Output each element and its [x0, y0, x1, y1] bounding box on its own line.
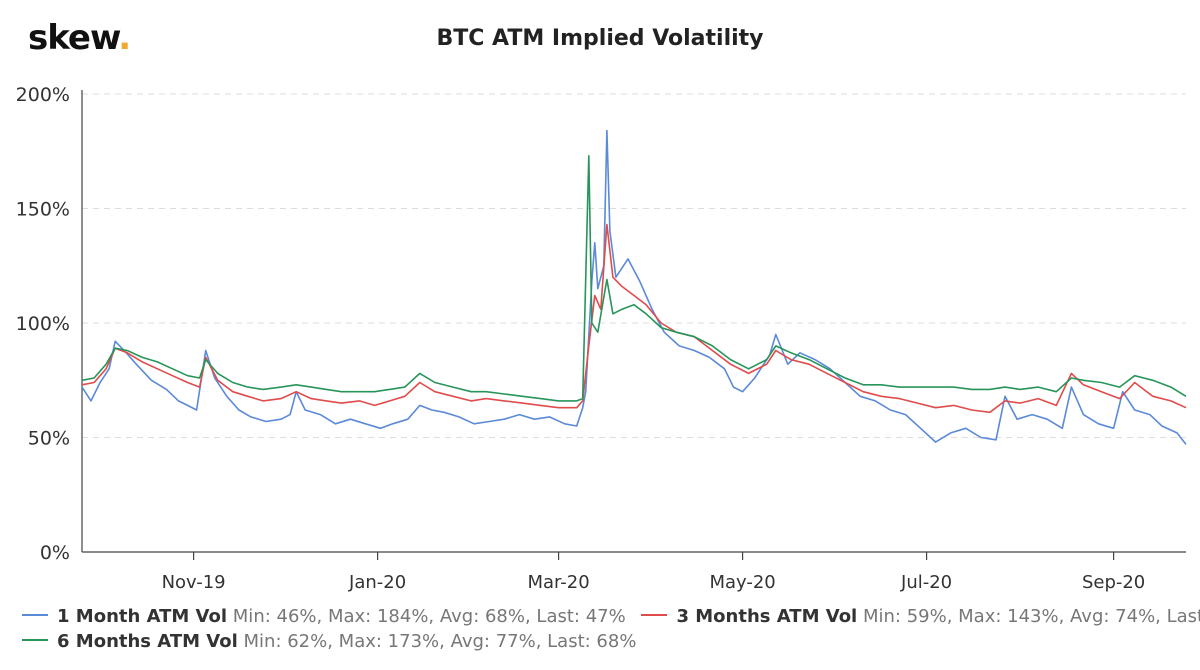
- x-tick-label: Nov-19: [162, 572, 226, 593]
- chart-title: BTC ATM Implied Volatility: [436, 26, 764, 51]
- legend-row-2[interactable]: 6 Months ATM Vol Min: 62%, Max: 173%, Av…: [22, 631, 646, 652]
- y-axis: 0% 50% 100% 150% 200%: [16, 84, 83, 564]
- y-tick-label: 100%: [16, 313, 70, 335]
- x-tick-label: Jan-20: [348, 572, 406, 593]
- legend-name-1m: 1 Month ATM Vol: [57, 606, 228, 627]
- legend-item-3m[interactable]: 3 Months ATM Vol Min: 59%, Max: 143%, Av…: [641, 606, 1200, 627]
- y-tick-label: 200%: [16, 84, 70, 106]
- series-lines: [81, 129, 1187, 445]
- legend-stats-3m: Min: 59%, Max: 143%, Avg: 74%, Last: 63%: [862, 606, 1200, 627]
- legend-item-1m[interactable]: 1 Month ATM Vol Min: 46%, Max: 184%, Avg…: [22, 606, 626, 627]
- legend-name-6m: 6 Months ATM Vol: [57, 631, 238, 652]
- y-tick-label: 150%: [16, 199, 70, 221]
- legend-swatch-1m: [22, 614, 48, 616]
- x-tick-label: Mar-20: [527, 572, 589, 593]
- legend-item-6m[interactable]: 6 Months ATM Vol Min: 62%, Max: 173%, Av…: [22, 631, 636, 652]
- legend-swatch-6m: [22, 639, 48, 641]
- series-line-3m: [81, 223, 1187, 414]
- y-tick-label: 0%: [40, 542, 70, 564]
- y-tick-label: 50%: [28, 428, 70, 450]
- legend-swatch-3m: [641, 614, 668, 616]
- gridlines: [82, 93, 1186, 438]
- series-line-6m: [81, 155, 1187, 402]
- chart-svg: 0% 50% 100% 150% 200% Nov-19 Jan-20 Mar-20 May-…: [16, 84, 1187, 593]
- legend-stats-1m: Min: 46%, Max: 184%, Avg: 68%, Last: 47%: [232, 606, 626, 627]
- x-tick-label: Jul-20: [900, 572, 952, 593]
- legend-name-3m: 3 Months ATM Vol: [676, 606, 858, 627]
- logo-text: skew: [28, 18, 119, 58]
- x-axis: Nov-19 Jan-20 Mar-20 May-20 Jul-20 Sep-20: [82, 551, 1186, 593]
- x-tick-label: May-20: [709, 572, 775, 593]
- skew-logo: skew.: [28, 18, 131, 58]
- legend-stats-6m: Min: 62%, Max: 173%, Avg: 77%, Last: 68%: [243, 631, 637, 652]
- series-line-1m: [81, 129, 1187, 445]
- logo-dot: .: [118, 18, 131, 58]
- x-tick-label: Sep-20: [1082, 572, 1145, 593]
- legend-row-1[interactable]: 1 Month ATM Vol Min: 46%, Max: 184%, Avg…: [22, 606, 1200, 627]
